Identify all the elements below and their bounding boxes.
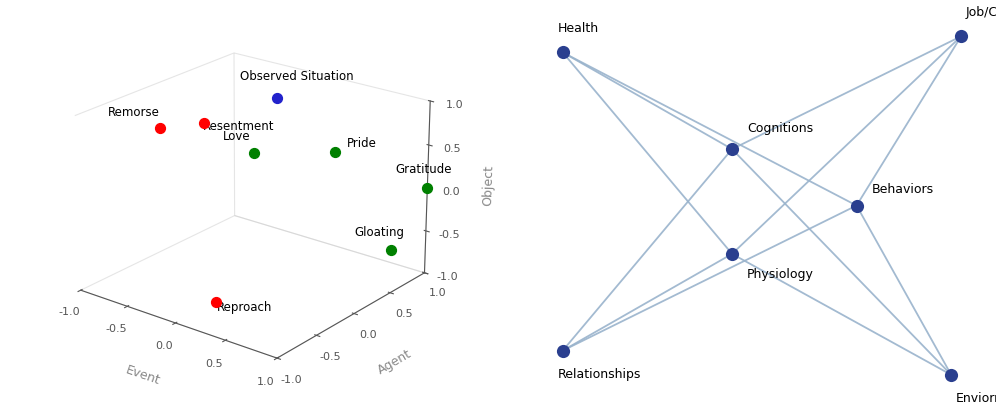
Point (849, 202, 865, 209)
Point (953, 33, 969, 39)
Point (943, 372, 959, 378)
Text: Behaviors: Behaviors (872, 183, 933, 196)
Text: Enviornment: Enviornment (956, 393, 996, 403)
X-axis label: Event: Event (124, 364, 161, 388)
Y-axis label: Agent: Agent (375, 347, 414, 376)
Text: Physiology: Physiology (747, 268, 814, 280)
Text: Health: Health (558, 22, 599, 35)
Text: Cognitions: Cognitions (747, 123, 813, 135)
Text: Relationships: Relationships (558, 368, 641, 381)
Point (724, 146, 740, 152)
Point (724, 251, 740, 257)
Point (555, 49, 571, 56)
Point (555, 347, 571, 354)
Text: Job/Career: Job/Career (966, 6, 996, 19)
